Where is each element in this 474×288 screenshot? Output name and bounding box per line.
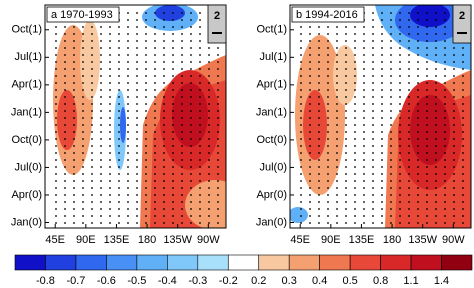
x-tick-label: 135E xyxy=(104,234,130,246)
panel-label-box xyxy=(291,6,365,23)
x-tick-label: 90E xyxy=(321,234,341,246)
x-tick-label: 135W xyxy=(408,234,437,246)
colorbar-label: -0.5 xyxy=(127,275,146,287)
colorbar-swatch xyxy=(106,254,138,271)
y-tick-label: Jan(0) xyxy=(11,216,42,228)
colorbar-swatch xyxy=(441,254,473,271)
x-tick-label: 90E xyxy=(76,234,96,246)
colorbar-swatch xyxy=(319,254,351,271)
x-tick-label: 90W xyxy=(442,234,465,246)
colorbar-swatch xyxy=(167,254,199,271)
x-tick-label: 180 xyxy=(383,234,401,246)
panel-label: b 1994-2016 xyxy=(296,9,358,21)
x-tick-label: 180 xyxy=(138,234,156,246)
colorbar-label: 1.1 xyxy=(403,275,418,287)
x-tick-label: 90W xyxy=(197,234,220,246)
vector-ref-label: 2 xyxy=(214,10,220,22)
colorbar-label: -0.2 xyxy=(219,275,238,287)
y-tick-label: Apr(0) xyxy=(11,189,42,201)
y-tick-label: Jul(1) xyxy=(259,51,287,63)
colorbar-swatch xyxy=(227,254,260,271)
y-tick-label: Oct(1) xyxy=(11,24,42,36)
colorbar-swatch xyxy=(349,254,381,271)
y-tick-label: Oct(1) xyxy=(256,24,287,36)
colorbar-label: -0.4 xyxy=(158,275,177,287)
y-tick-label: Oct(0) xyxy=(11,134,42,146)
panel-label-box xyxy=(46,6,120,23)
colorbar-swatch xyxy=(75,254,107,271)
x-tick-label: 135W xyxy=(163,234,192,246)
colorbar-swatch xyxy=(197,254,229,271)
y-tick-label: Jan(1) xyxy=(11,106,42,118)
colorbar-label: -0.6 xyxy=(97,275,116,287)
x-tick-label: 45E xyxy=(45,234,65,246)
y-tick-label: Oct(0) xyxy=(256,134,287,146)
colorbar-label: 1.4 xyxy=(434,275,449,287)
colorbar-swatch xyxy=(410,254,442,271)
colorbar-label: 0.8 xyxy=(373,275,388,287)
colorbar-label: -0.3 xyxy=(188,275,207,287)
colorbar-swatch xyxy=(136,254,168,271)
vector-ref-label: 2 xyxy=(459,10,465,22)
colorbar-swatch xyxy=(45,254,77,271)
y-tick-label: Jul(0) xyxy=(259,161,287,173)
colorbar-label: -0.7 xyxy=(66,275,85,287)
colorbar-swatch xyxy=(380,254,412,271)
y-tick-label: Apr(1) xyxy=(256,79,287,91)
y-tick-label: Apr(1) xyxy=(11,79,42,91)
colorbar-label: 0.4 xyxy=(312,275,327,287)
contour-field xyxy=(53,5,226,228)
x-tick-label: 45E xyxy=(290,234,310,246)
colorbar-label: 0.5 xyxy=(342,275,357,287)
colorbar-label: -0.8 xyxy=(36,275,55,287)
y-tick-label: Jul(1) xyxy=(14,51,42,63)
y-tick-label: Apr(0) xyxy=(256,189,287,201)
panel-label: a 1970-1993 xyxy=(51,9,113,21)
colorbar-swatch xyxy=(14,254,46,271)
colorbar-label: 0.3 xyxy=(282,275,297,287)
panel-frame xyxy=(289,4,472,229)
y-tick-label: Jul(0) xyxy=(14,161,42,173)
y-tick-label: Jan(0) xyxy=(256,216,287,228)
colorbar-swatch xyxy=(288,254,320,271)
panel-frame xyxy=(44,4,227,229)
y-tick-label: Jan(1) xyxy=(256,106,287,118)
colorbar-label: 0.2 xyxy=(251,275,266,287)
x-tick-label: 135E xyxy=(349,234,375,246)
contour-field xyxy=(290,5,471,228)
colorbar-swatch xyxy=(258,254,290,271)
